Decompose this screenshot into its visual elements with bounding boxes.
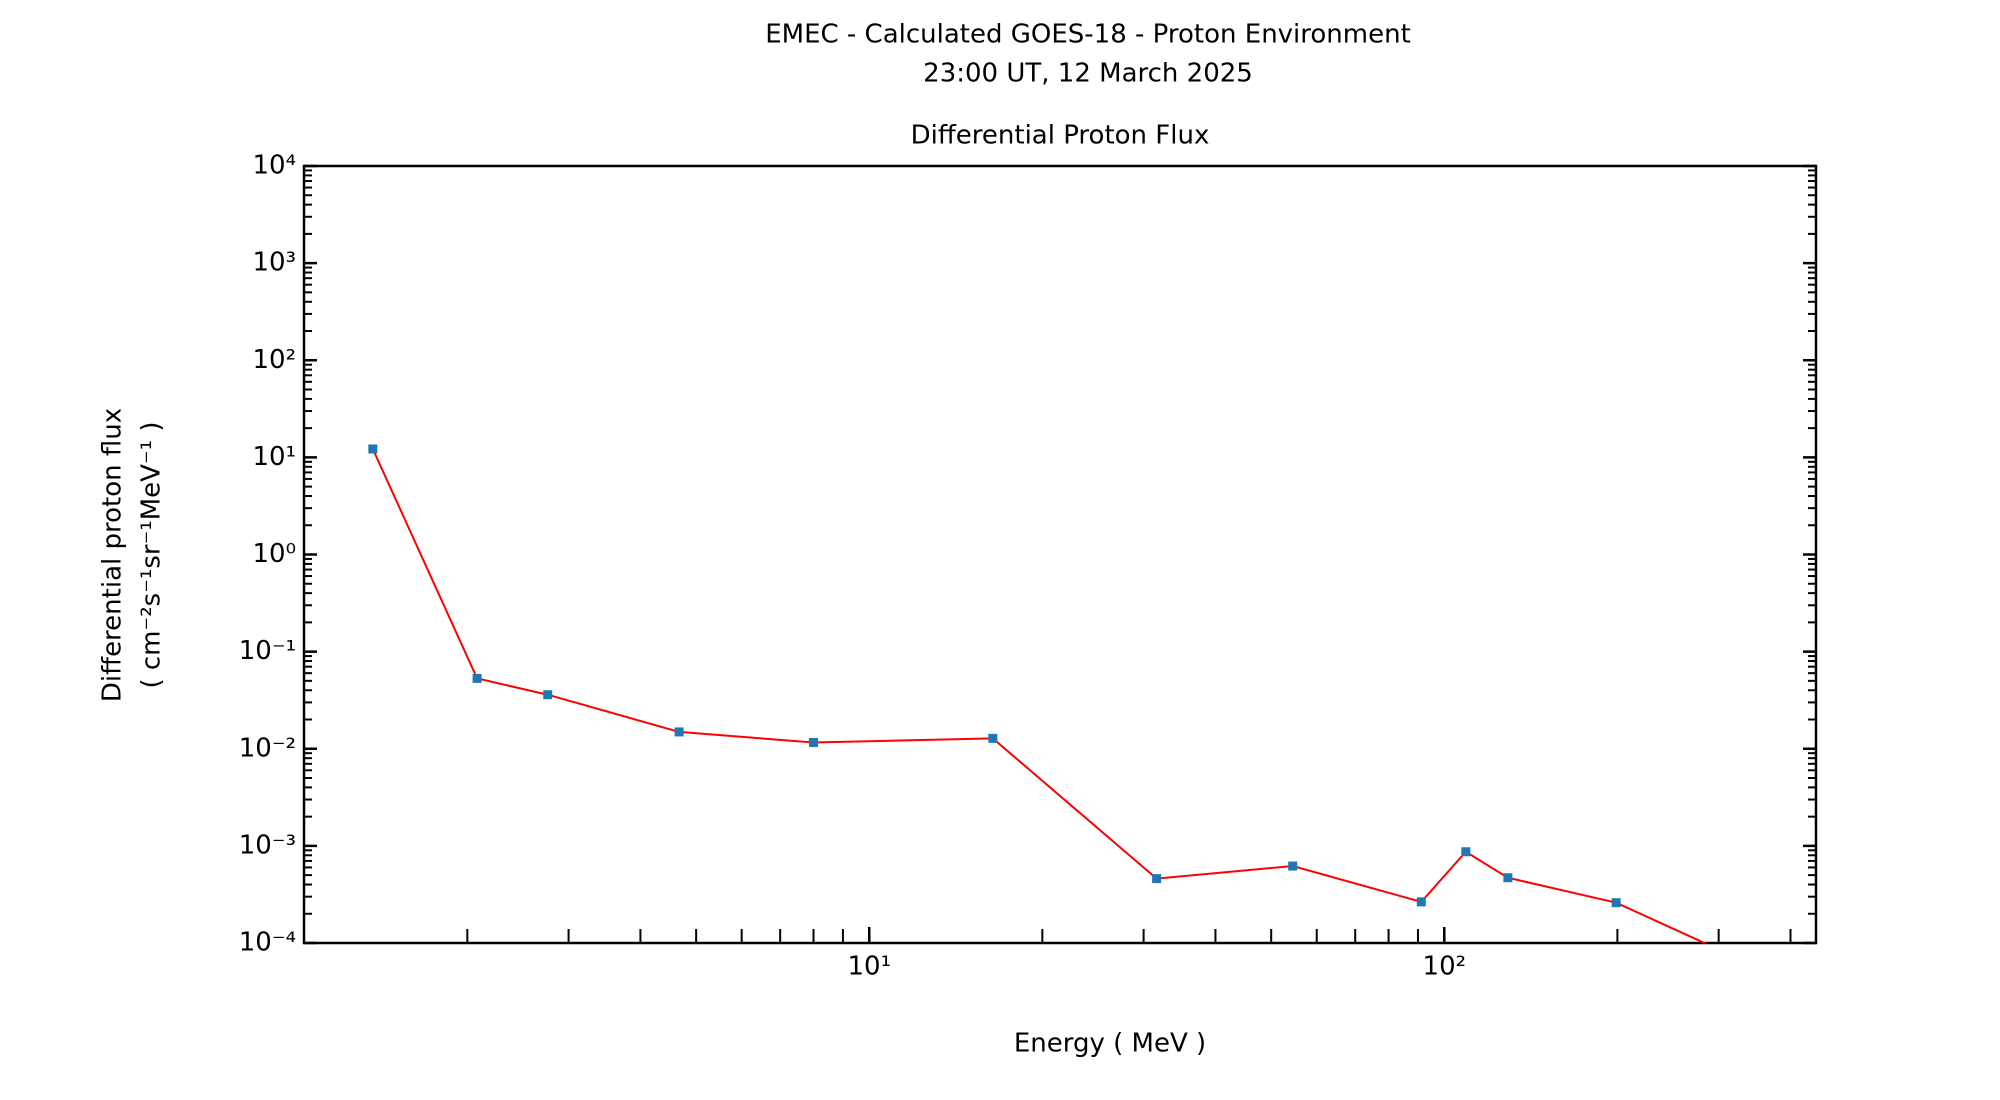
y-tick-label: 10³ [252,248,296,278]
y-tick-label: 10⁻³ [239,830,296,860]
data-point [1461,847,1471,857]
data-point [1288,861,1298,871]
data-point [1152,874,1162,884]
y-tick-label: 10⁻² [239,733,296,763]
chart-subtitle: 23:00 UT, 12 March 2025 [923,59,1253,89]
data-line [371,448,1707,943]
chart-title: EMEC - Calculated GOES-18 - Proton Envir… [765,20,1411,50]
y-tick-label: 10⁰ [252,539,296,569]
plot-frame [302,164,1818,945]
x-tick-label: 10¹ [847,952,891,982]
y-axis-label: Differential proton flux [98,408,128,702]
data-point [988,733,998,743]
y-tick-label: 10² [252,345,296,375]
x-axis-label: Energy ( MeV ) [1014,1029,1206,1059]
data-point [674,727,684,737]
y-axis-units: ( cm⁻²s⁻¹sr⁻¹MeV⁻¹ ) [137,421,167,688]
y-tick-label: 10¹ [252,442,296,472]
y-tick-label: 10⁻¹ [239,636,296,666]
data-point [1772,971,1781,980]
data-point [543,690,553,700]
y-tick-label: 10⁻⁴ [239,928,296,958]
data-point [1416,897,1426,907]
plot-area [368,444,1781,980]
data-point [1503,873,1513,883]
data-point [1611,898,1621,908]
data-point [472,673,482,683]
x-tick-label: 10² [1423,952,1467,982]
data-point [809,737,819,747]
plot-title: Differential Proton Flux [911,121,1210,151]
data-point [368,444,378,454]
y-tick-label: 10⁴ [252,151,296,181]
